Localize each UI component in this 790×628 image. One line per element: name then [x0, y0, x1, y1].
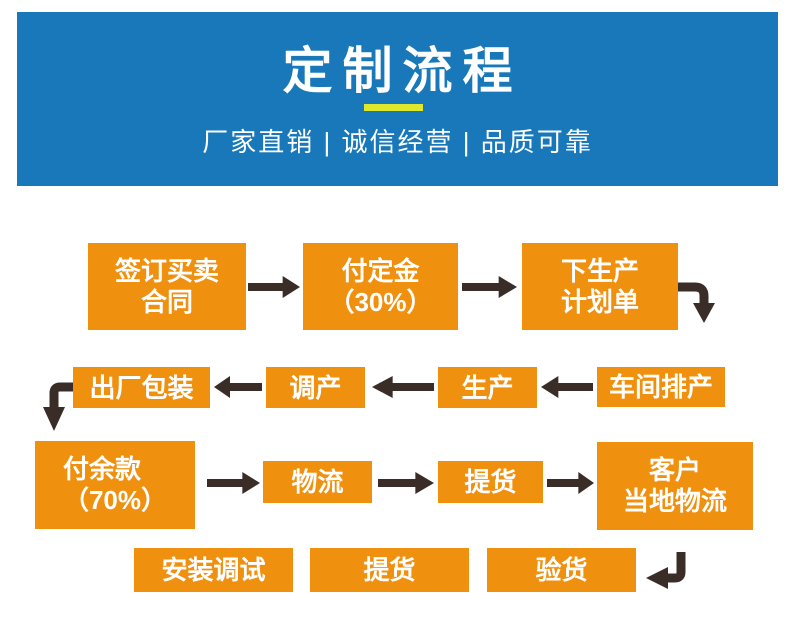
flow-step-customer-local-logistics: 客户 当地物流 [597, 442, 753, 530]
arrow-left-icon [214, 374, 262, 400]
header-banner: 定制流程 厂家直销 | 诚信经营 | 品质可靠 [17, 12, 778, 186]
header-subtitle: 厂家直销 | 诚信经营 | 品质可靠 [202, 127, 593, 157]
flow-step-pickup: 提货 [438, 461, 543, 503]
arrow-right-icon [248, 274, 300, 300]
flow-step-workshop-scheduling: 车间排产 [597, 367, 725, 407]
arrow-right-icon [378, 470, 434, 496]
title-underline [363, 104, 423, 111]
flow-step-pickup-2: 提货 [310, 548, 469, 592]
elbow-arrow-return-icon [644, 552, 688, 601]
flow-step-logistics: 物流 [263, 461, 372, 503]
arrow-left-icon [541, 374, 593, 400]
flow-step-factory-packing: 出厂包装 [73, 367, 210, 408]
elbow-arrow-down-icon [38, 378, 78, 439]
flow-step-installation: 安装调试 [134, 548, 293, 592]
arrow-right-icon [207, 470, 260, 496]
flow-step-sign-contract: 签订买卖 合同 [88, 243, 246, 330]
flow-step-production: 生产 [438, 367, 537, 408]
arrow-right-icon [462, 274, 517, 300]
flow-step-deposit: 付定金 （30%） [303, 243, 458, 330]
page-title: 定制流程 [282, 43, 523, 99]
elbow-arrow-down-icon [678, 278, 720, 333]
flow-step-balance-payment: 付余款 （70%） [35, 441, 195, 529]
flow-step-production-order: 下生产 计划单 [522, 243, 678, 330]
arrow-right-icon [547, 470, 594, 496]
arrow-left-icon [372, 374, 434, 400]
flow-step-inspection: 验货 [487, 548, 636, 592]
flow-step-adjust-production: 调产 [266, 367, 365, 408]
